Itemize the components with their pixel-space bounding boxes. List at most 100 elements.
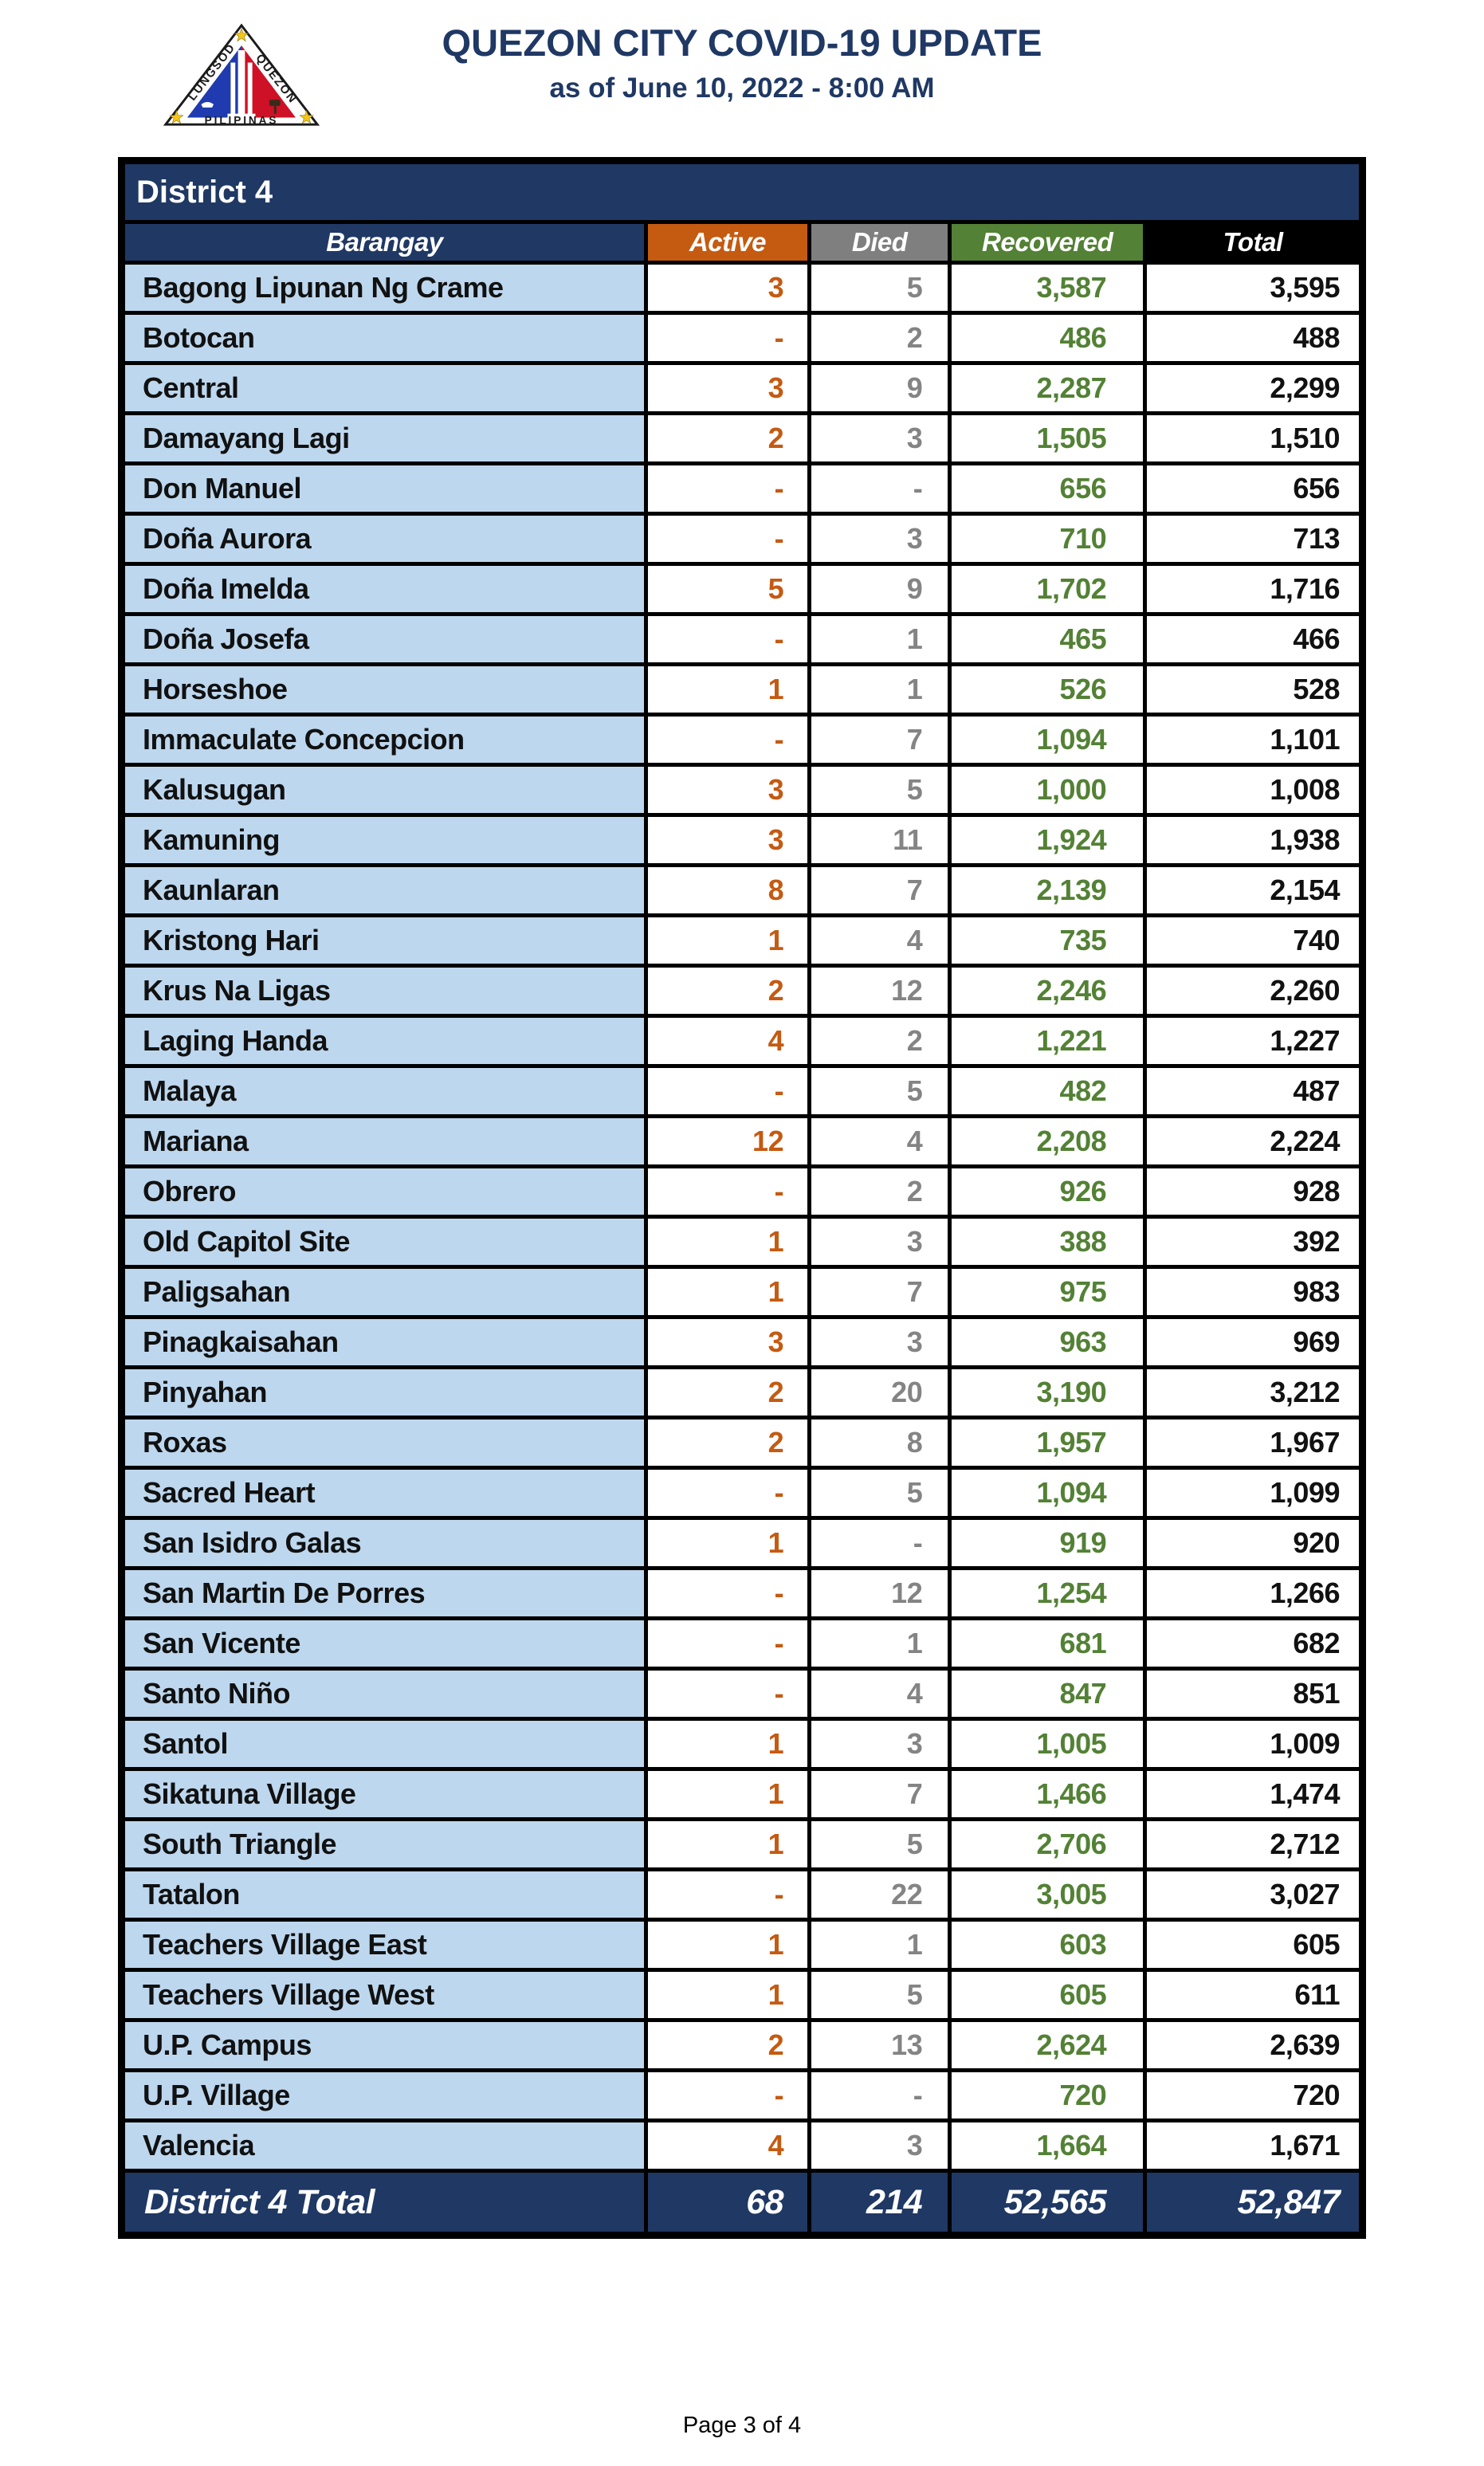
table-row: Obrero - 2 926 928 [125,1168,1359,1215]
table-row: Doña Imelda 5 9 1,702 1,716 [125,566,1359,612]
total-cell: 1,101 [1147,717,1359,763]
died-cell: 5 [811,767,948,813]
active-cell: 1 [647,1721,808,1767]
total-cell: 3,027 [1147,1871,1359,1918]
active-cell: 3 [647,1319,808,1365]
died-cell: 1 [811,1922,948,1968]
died-cell: 3 [811,516,948,562]
active-cell: - [647,516,808,562]
active-cell: 3 [647,767,808,813]
recovered-cell: 735 [952,917,1144,964]
barangay-name-cell: Bagong Lipunan Ng Crame [125,265,644,311]
barangay-name-cell: U.P. Campus [125,2022,644,2068]
died-cell: 5 [811,1068,948,1114]
died-cell: 5 [811,265,948,311]
active-cell: - [647,1068,808,1114]
died-cell: 20 [811,1369,948,1416]
table-row: San Isidro Galas 1 - 919 920 [125,1520,1359,1566]
table-row: Doña Josefa - 1 465 466 [125,616,1359,662]
barangay-name-cell: Obrero [125,1168,644,1215]
table-row: Bagong Lipunan Ng Crame 3 5 3,587 3,595 [125,265,1359,311]
recovered-cell: 3,190 [952,1369,1144,1416]
died-cell: 3 [811,2122,948,2169]
table-row: Old Capitol Site 1 3 388 392 [125,1219,1359,1265]
total-cell: 1,227 [1147,1018,1359,1064]
active-cell: - [647,616,808,662]
table-row: Damayang Lagi 2 3 1,505 1,510 [125,415,1359,461]
total-cell: 1,671 [1147,2122,1359,2169]
quezon-city-seal-icon: LUNGSOD QUEZON PILIPINAS [118,22,365,131]
column-header-died: Died [811,224,948,261]
total-cell: 3,595 [1147,265,1359,311]
table-header-row: Barangay Active Died Recovered Total [125,224,1359,261]
total-cell: 1,474 [1147,1771,1359,1817]
barangay-name-cell: Santol [125,1721,644,1767]
table-row: Santol 1 3 1,005 1,009 [125,1721,1359,1767]
table-row: Central 3 9 2,287 2,299 [125,365,1359,411]
barangay-name-cell: Mariana [125,1118,644,1164]
barangay-name-cell: San Isidro Galas [125,1520,644,1566]
recovered-cell: 919 [952,1520,1144,1566]
page-subtitle: as of June 10, 2022 - 8:00 AM [549,73,935,104]
active-cell: 8 [647,867,808,913]
page-title: QUEZON CITY COVID-19 UPDATE [442,22,1042,64]
table-row: Teachers Village West 1 5 605 611 [125,1972,1359,2018]
total-cell: 656 [1147,465,1359,512]
recovered-cell: 605 [952,1972,1144,2018]
active-cell: 2 [647,1420,808,1466]
column-header-active: Active [647,224,808,261]
total-cell: 1,099 [1147,1470,1359,1516]
died-cell: 7 [811,867,948,913]
table-row: U.P. Campus 2 13 2,624 2,639 [125,2022,1359,2068]
active-cell: 3 [647,817,808,863]
barangay-name-cell: San Martin De Porres [125,1570,644,1616]
barangay-name-cell: Malaya [125,1068,644,1114]
total-cell: 2,712 [1147,1821,1359,1867]
died-cell: 1 [811,616,948,662]
total-cell: 2,639 [1147,2022,1359,2068]
active-cell: 1 [647,917,808,964]
died-cell: 11 [811,817,948,863]
total-cell: 720 [1147,2072,1359,2118]
died-cell: 3 [811,1319,948,1365]
barangay-name-cell: Laging Handa [125,1018,644,1064]
active-cell: 2 [647,2022,808,2068]
recovered-cell: 1,702 [952,566,1144,612]
recovered-cell: 1,957 [952,1420,1144,1466]
recovered-cell: 963 [952,1319,1144,1365]
table-row: Malaya - 5 482 487 [125,1068,1359,1114]
active-cell: 1 [647,1269,808,1315]
recovered-cell: 1,000 [952,767,1144,813]
total-cell: 2,299 [1147,365,1359,411]
barangay-name-cell: Paligsahan [125,1269,644,1315]
recovered-cell: 3,587 [952,265,1144,311]
total-cell: 2,224 [1147,1118,1359,1164]
total-cell: 1,938 [1147,817,1359,863]
total-cell: 1,510 [1147,415,1359,461]
barangay-name-cell: Valencia [125,2122,644,2169]
header-titles: QUEZON CITY COVID-19 UPDATE as of June 1… [0,21,1484,104]
barangay-name-cell: Tatalon [125,1871,644,1918]
active-cell: 3 [647,265,808,311]
total-cell: 3,212 [1147,1369,1359,1416]
table-row: Krus Na Ligas 2 12 2,246 2,260 [125,968,1359,1014]
table-row: Horseshoe 1 1 526 528 [125,666,1359,713]
active-cell: 2 [647,1369,808,1416]
table-row: Santo Niño - 4 847 851 [125,1671,1359,1717]
district-header: District 4 [125,164,1359,220]
died-cell: 7 [811,1771,948,1817]
barangay-name-cell: Kristong Hari [125,917,644,964]
active-cell: 1 [647,1821,808,1867]
died-cell: 3 [811,415,948,461]
total-cell: 611 [1147,1972,1359,2018]
barangay-name-cell: Horseshoe [125,666,644,713]
died-cell: 5 [811,1972,948,2018]
active-cell: 5 [647,566,808,612]
table-row: Teachers Village East 1 1 603 605 [125,1922,1359,1968]
recovered-cell: 926 [952,1168,1144,1215]
total-cell: 2,260 [1147,968,1359,1014]
died-cell: 2 [811,315,948,361]
recovered-cell: 603 [952,1922,1144,1968]
table-row: Kalusugan 3 5 1,000 1,008 [125,767,1359,813]
